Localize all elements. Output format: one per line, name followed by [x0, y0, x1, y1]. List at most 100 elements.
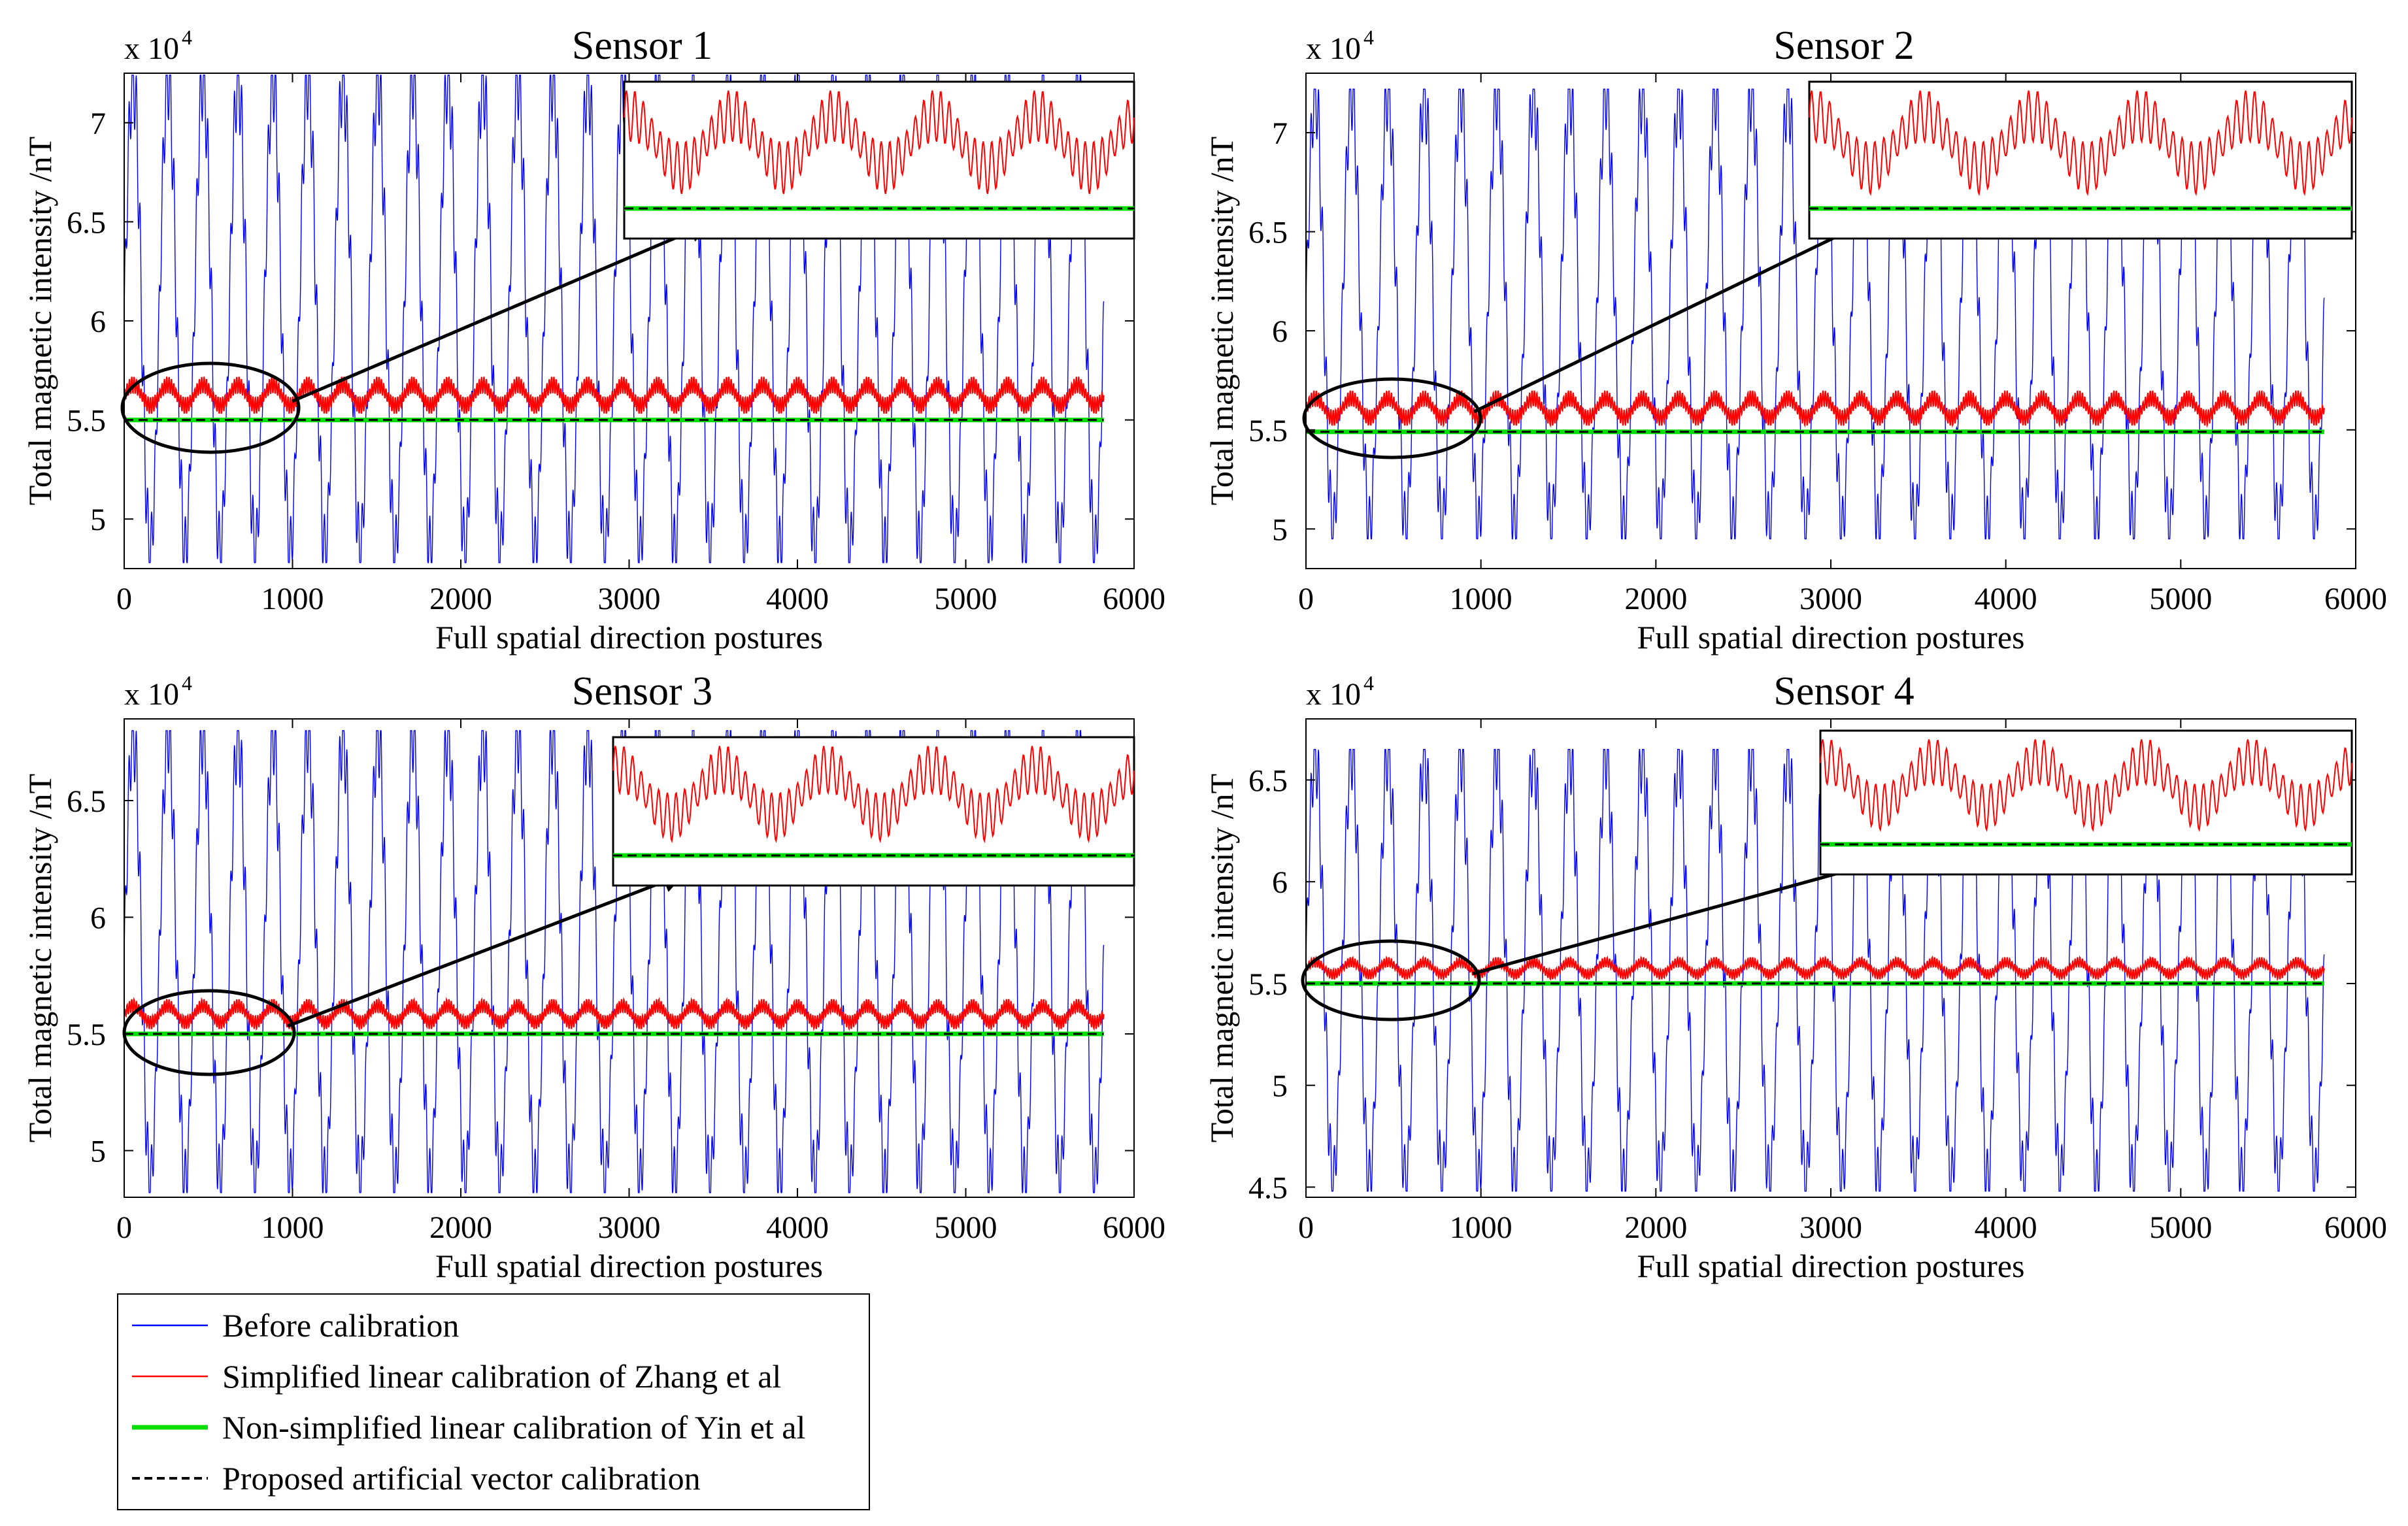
zoom-ellipse [120, 361, 301, 454]
series-zhang-calibration [124, 376, 1105, 414]
x-tick-label: 4000 [766, 1210, 829, 1245]
y-tick-label: 6 [90, 901, 106, 936]
y-exponent-base: x 10 [124, 677, 179, 712]
y-exponent-power: 4 [1363, 671, 1374, 695]
x-tick-label: 4000 [766, 582, 829, 616]
y-exponent-base: x 10 [124, 31, 179, 66]
x-tick-label: 3000 [598, 1210, 661, 1245]
x-tick-label: 0 [116, 1210, 132, 1245]
legend-label-3: Non-simplified linear calibration of Yin… [222, 1409, 805, 1446]
chart-panel-2: 0 1000 2000 3000 4000 5000 6000 5 5.5 6 6.5 7 Sensor… [1203, 24, 2387, 655]
chart-panel-3: 0 1000 2000 3000 4000 5000 6000 5 5.5 6 6.5 Sensor … [22, 669, 1165, 1284]
chart-title: Sensor 4 [1773, 669, 1914, 714]
y-exponent-base: x 10 [1306, 31, 1361, 66]
y-tick-label: 6 [1272, 865, 1288, 900]
y-exponent-power: 4 [182, 25, 192, 49]
chart-panel-4: 0 1000 2000 3000 4000 5000 6000 4.5 5 5.5 6 6.5 Sens… [1203, 669, 2387, 1284]
y-tick-label: 6 [90, 305, 106, 339]
x-tick-label: 3000 [598, 582, 661, 616]
y-tick-label: 7 [90, 107, 106, 141]
legend-label-2: Simplified linear calibration of Zhang e… [222, 1358, 781, 1395]
y-tick-label: 5 [1272, 512, 1288, 547]
zoom-inset [1808, 80, 2353, 240]
legend: Before calibration Simplified linear cali… [117, 1293, 870, 1510]
y-tick-label: 4.5 [1248, 1170, 1288, 1205]
y-tick-label: 6.5 [1248, 763, 1288, 798]
y-axis-label: Total magnetic intensity /nT [1203, 137, 1240, 505]
inset-zhang-series [612, 746, 1135, 844]
x-axis-label: Full spatial direction postures [435, 1248, 823, 1284]
x-tick-label: 0 [116, 582, 132, 616]
y-tick-label: 7 [1272, 116, 1288, 151]
x-tick-label: 4000 [1975, 582, 2037, 616]
x-tick-label: 5000 [935, 1210, 997, 1245]
x-tick-label: 3000 [1799, 582, 1862, 616]
y-exponent: x 10 4 [124, 671, 192, 712]
x-tick-label: 5000 [2149, 582, 2212, 616]
zoom-ellipse [1301, 939, 1481, 1021]
inset-zhang-series [1820, 739, 2352, 833]
x-tick-label: 2000 [429, 582, 492, 616]
chart-title: Sensor 1 [572, 24, 712, 68]
zoom-ellipse [1302, 377, 1482, 459]
y-axis-label: Total magnetic intensity /nT [22, 774, 58, 1142]
zoom-arrow [1473, 212, 1885, 414]
x-tick-label: 0 [1298, 582, 1314, 616]
zoom-arrow [287, 871, 686, 1028]
inset-zhang-series [1809, 90, 2352, 197]
y-exponent: x 10 4 [124, 25, 192, 66]
x-tick-label: 0 [1298, 1210, 1314, 1245]
y-exponent: x 10 4 [1306, 25, 1374, 66]
y-tick-label: 5 [1272, 1069, 1288, 1104]
x-tick-label: 6000 [1103, 582, 1165, 616]
x-tick-label: 4000 [1975, 1210, 2037, 1245]
x-tick-label: 6000 [2324, 1210, 2387, 1245]
y-axis-label: Total magnetic intensity /nT [22, 137, 58, 505]
x-tick-label: 6000 [1103, 1210, 1165, 1245]
legend-label-1: Before calibration [222, 1307, 459, 1344]
y-exponent-power: 4 [1363, 25, 1374, 49]
x-tick-label: 2000 [429, 1210, 492, 1245]
x-axis-label: Full spatial direction postures [1637, 619, 2025, 655]
y-tick-label: 5 [90, 1135, 106, 1169]
y-tick-label: 6.5 [1248, 216, 1288, 250]
legend-box [117, 1293, 870, 1510]
x-tick-label: 1000 [261, 1210, 324, 1245]
y-exponent: x 10 4 [1306, 671, 1374, 712]
series-zhang-calibration [124, 997, 1105, 1031]
y-tick-label: 6.5 [67, 205, 106, 240]
y-exponent-power: 4 [182, 671, 192, 695]
chart-title: Sensor 2 [1773, 24, 1914, 68]
x-axis-label: Full spatial direction postures [435, 619, 823, 655]
y-tick-label: 5.5 [1248, 414, 1288, 448]
series-zhang-calibration [1306, 390, 2325, 428]
x-axis-label: Full spatial direction postures [1637, 1248, 2025, 1284]
x-tick-label: 2000 [1624, 582, 1687, 616]
x-tick-label: 3000 [1799, 1210, 1862, 1245]
zoom-inset [1819, 729, 2353, 876]
y-tick-label: 5 [90, 503, 106, 537]
chart-title: Sensor 3 [572, 669, 712, 714]
zoom-arrow [1472, 852, 1898, 976]
y-tick-label: 5.5 [67, 1018, 106, 1052]
zoom-inset [623, 80, 1135, 240]
x-tick-label: 5000 [935, 582, 997, 616]
legend-label-4: Proposed artificial vector calibration [222, 1460, 701, 1497]
x-tick-label: 6000 [2324, 582, 2387, 616]
y-tick-label: 5.5 [1248, 967, 1288, 1002]
x-tick-label: 1000 [1450, 582, 1513, 616]
y-tick-label: 6.5 [67, 784, 106, 819]
inset-zhang-series [624, 90, 1135, 194]
y-exponent-base: x 10 [1306, 677, 1361, 712]
zoom-arrow [292, 221, 712, 403]
zoom-inset [612, 736, 1135, 887]
y-tick-label: 6 [1272, 314, 1288, 349]
x-tick-label: 1000 [1450, 1210, 1513, 1245]
y-axis-label: Total magnetic intensity /nT [1203, 774, 1240, 1142]
x-tick-label: 2000 [1624, 1210, 1687, 1245]
y-tick-label: 5.5 [67, 404, 106, 439]
zoom-ellipse [122, 989, 296, 1076]
x-tick-label: 1000 [261, 582, 324, 616]
chart-panel-1: 0 1000 2000 3000 4000 5000 6000 5 5.5 6 6.5 7 Sensor… [22, 24, 1165, 655]
